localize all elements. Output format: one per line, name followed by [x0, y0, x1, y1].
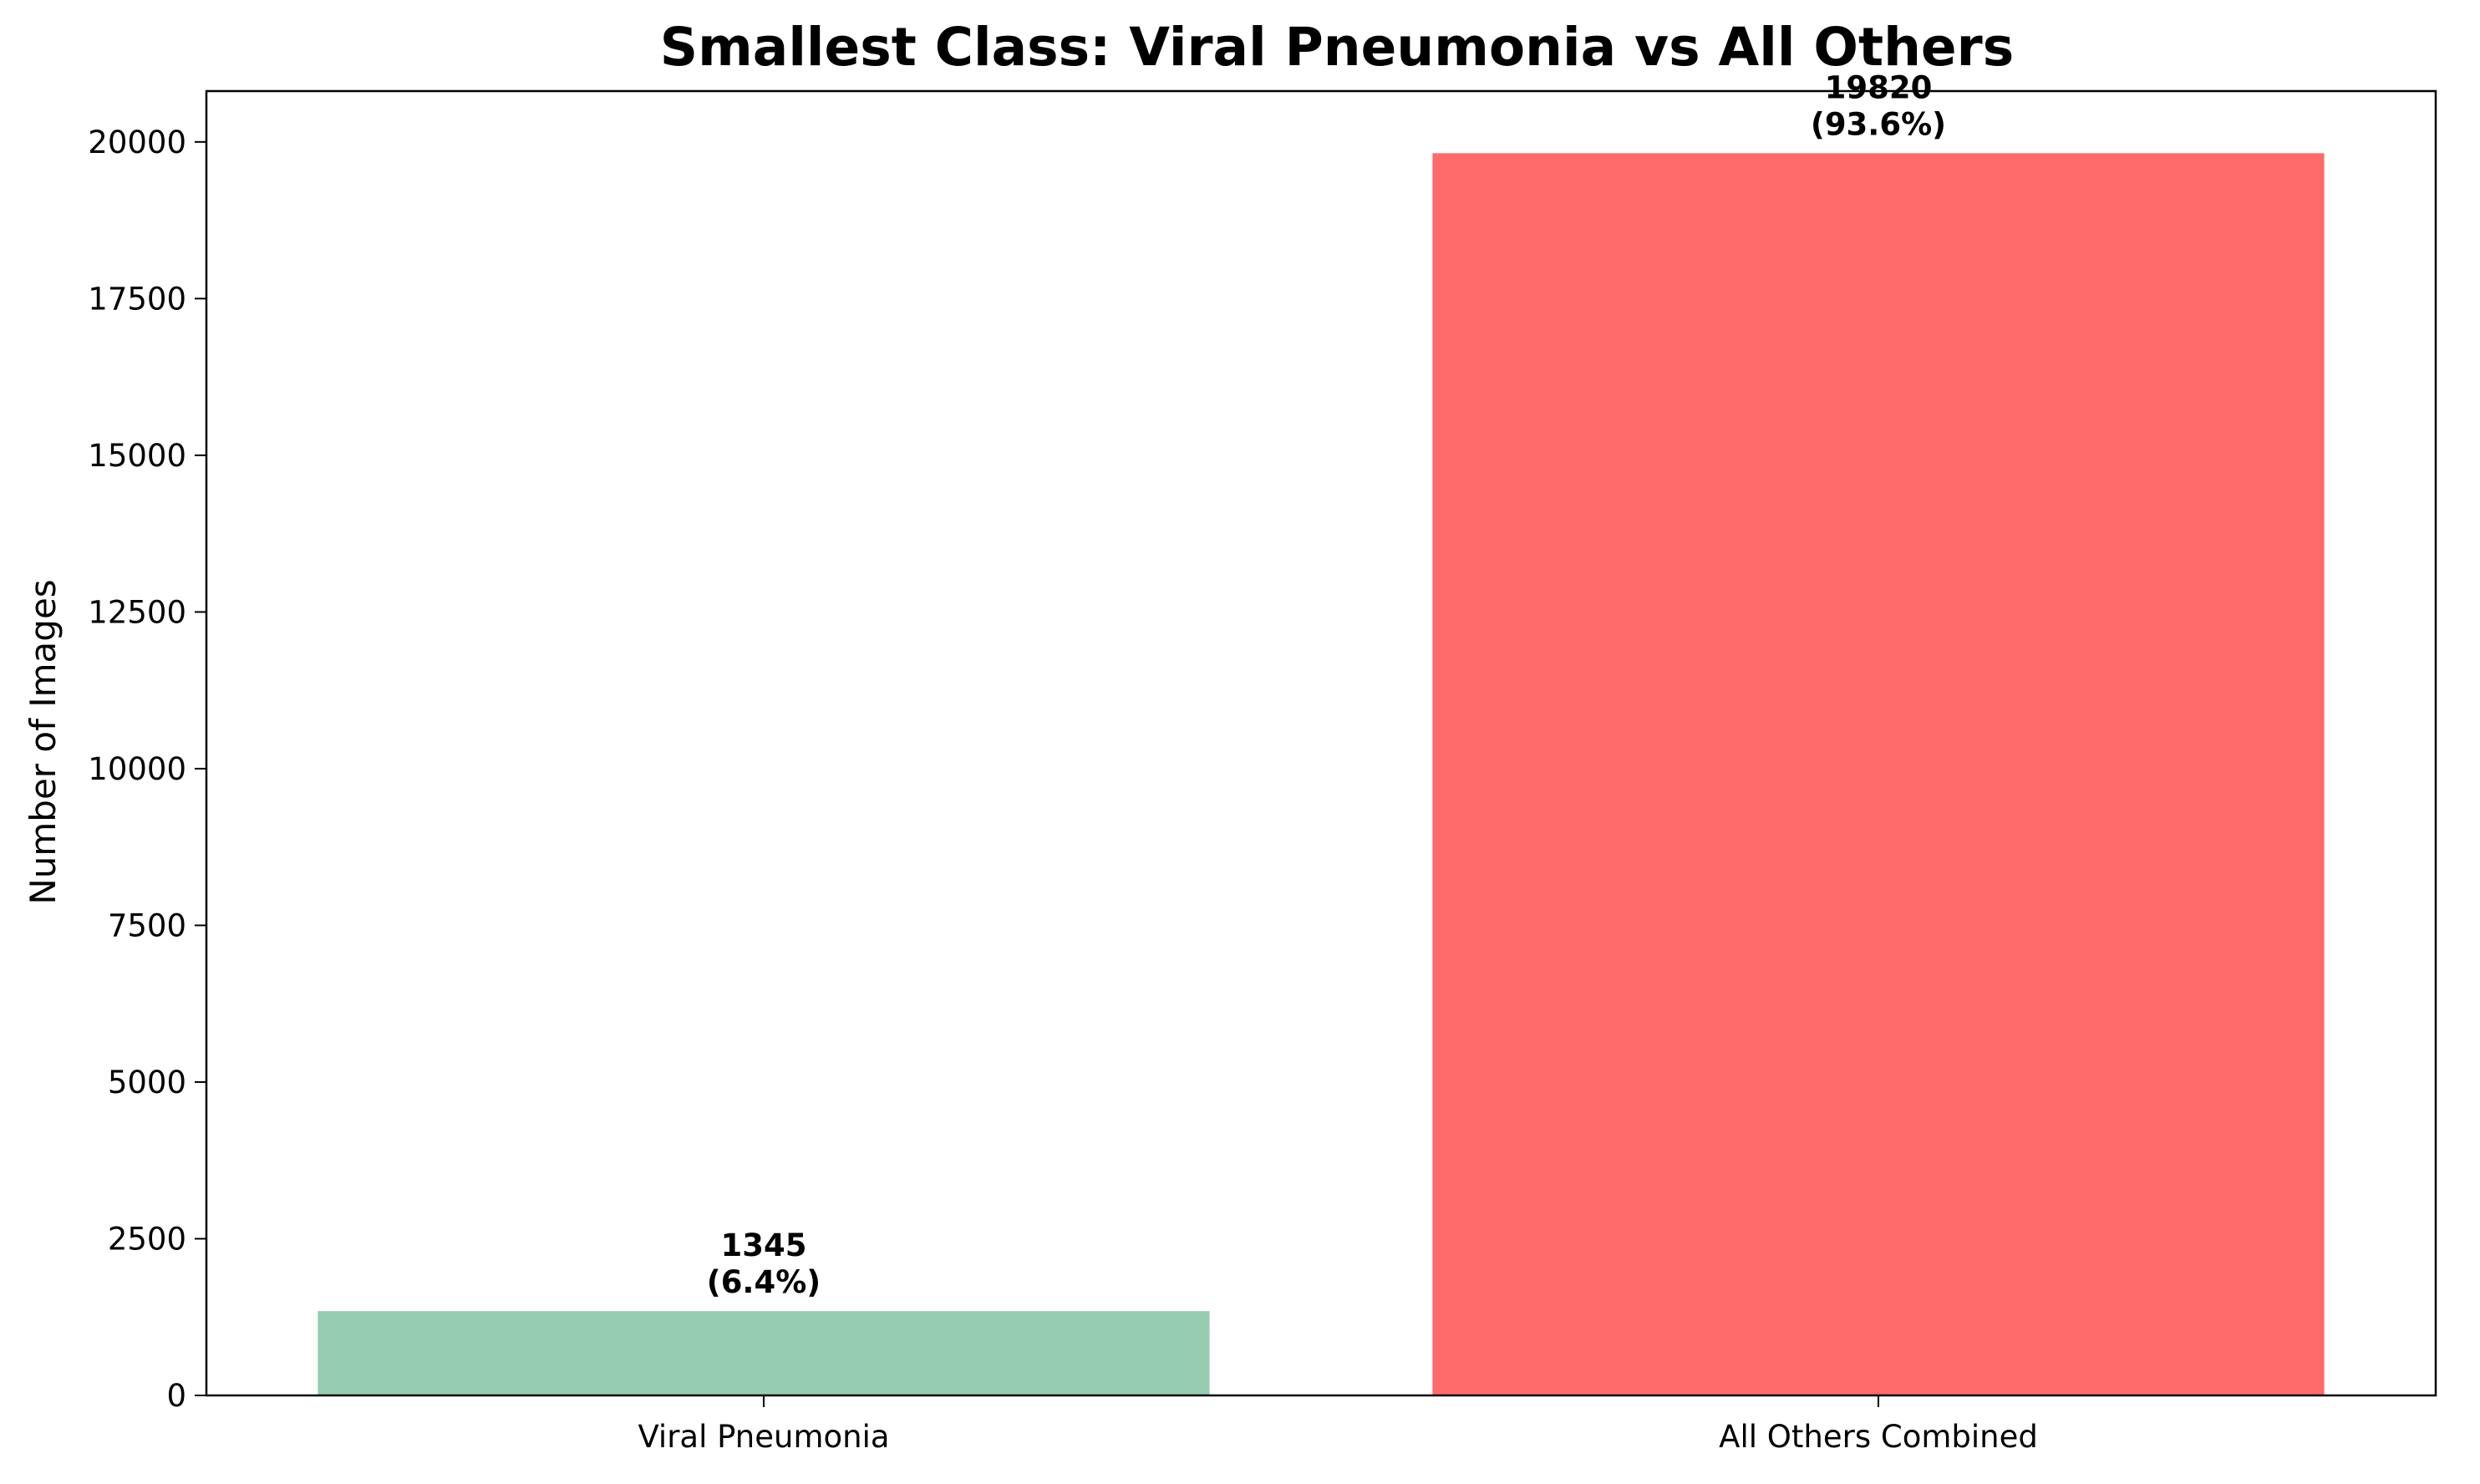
- bars-layer: [318, 153, 2325, 1395]
- y-tick-label: 5000: [108, 1065, 186, 1100]
- bar-1-data-label-line-2: (6.4%): [707, 1264, 821, 1300]
- y-tick-label: 0: [166, 1378, 186, 1414]
- y-tick-label: 10000: [88, 751, 186, 787]
- y-tick-label: 20000: [88, 125, 186, 160]
- bar-2-data-label-line-2: (93.6%): [1811, 106, 1946, 142]
- y-tick-label: 2500: [108, 1221, 186, 1257]
- y-tick-label: 12500: [88, 594, 186, 630]
- plot-frame: [205, 89, 2437, 1397]
- x-tick-label: Viral Pneumonia: [638, 1419, 889, 1455]
- bar-1: [318, 1311, 1210, 1395]
- x-tick-label: All Others Combined: [1719, 1419, 2038, 1455]
- y-axis-label: Number of Images: [23, 579, 64, 904]
- axes-layer: Viral Pneumonia All Others Combined 0 2500 5…: [88, 89, 2437, 1455]
- y-tick-label: 15000: [88, 438, 186, 474]
- bar-1-data-label-line-1: 1345: [721, 1227, 807, 1263]
- chart-title: Smallest Class: Viral Pneumonia vs All O…: [660, 17, 2014, 78]
- bar-2-data-label-line-1: 19820: [1825, 69, 1933, 105]
- data-labels-layer: 1345(6.4%) 19820(93.6%): [707, 69, 1946, 1300]
- y-tick-label: 7500: [108, 907, 186, 943]
- y-tick-label: 17500: [88, 281, 186, 317]
- bar-2: [1432, 153, 2325, 1395]
